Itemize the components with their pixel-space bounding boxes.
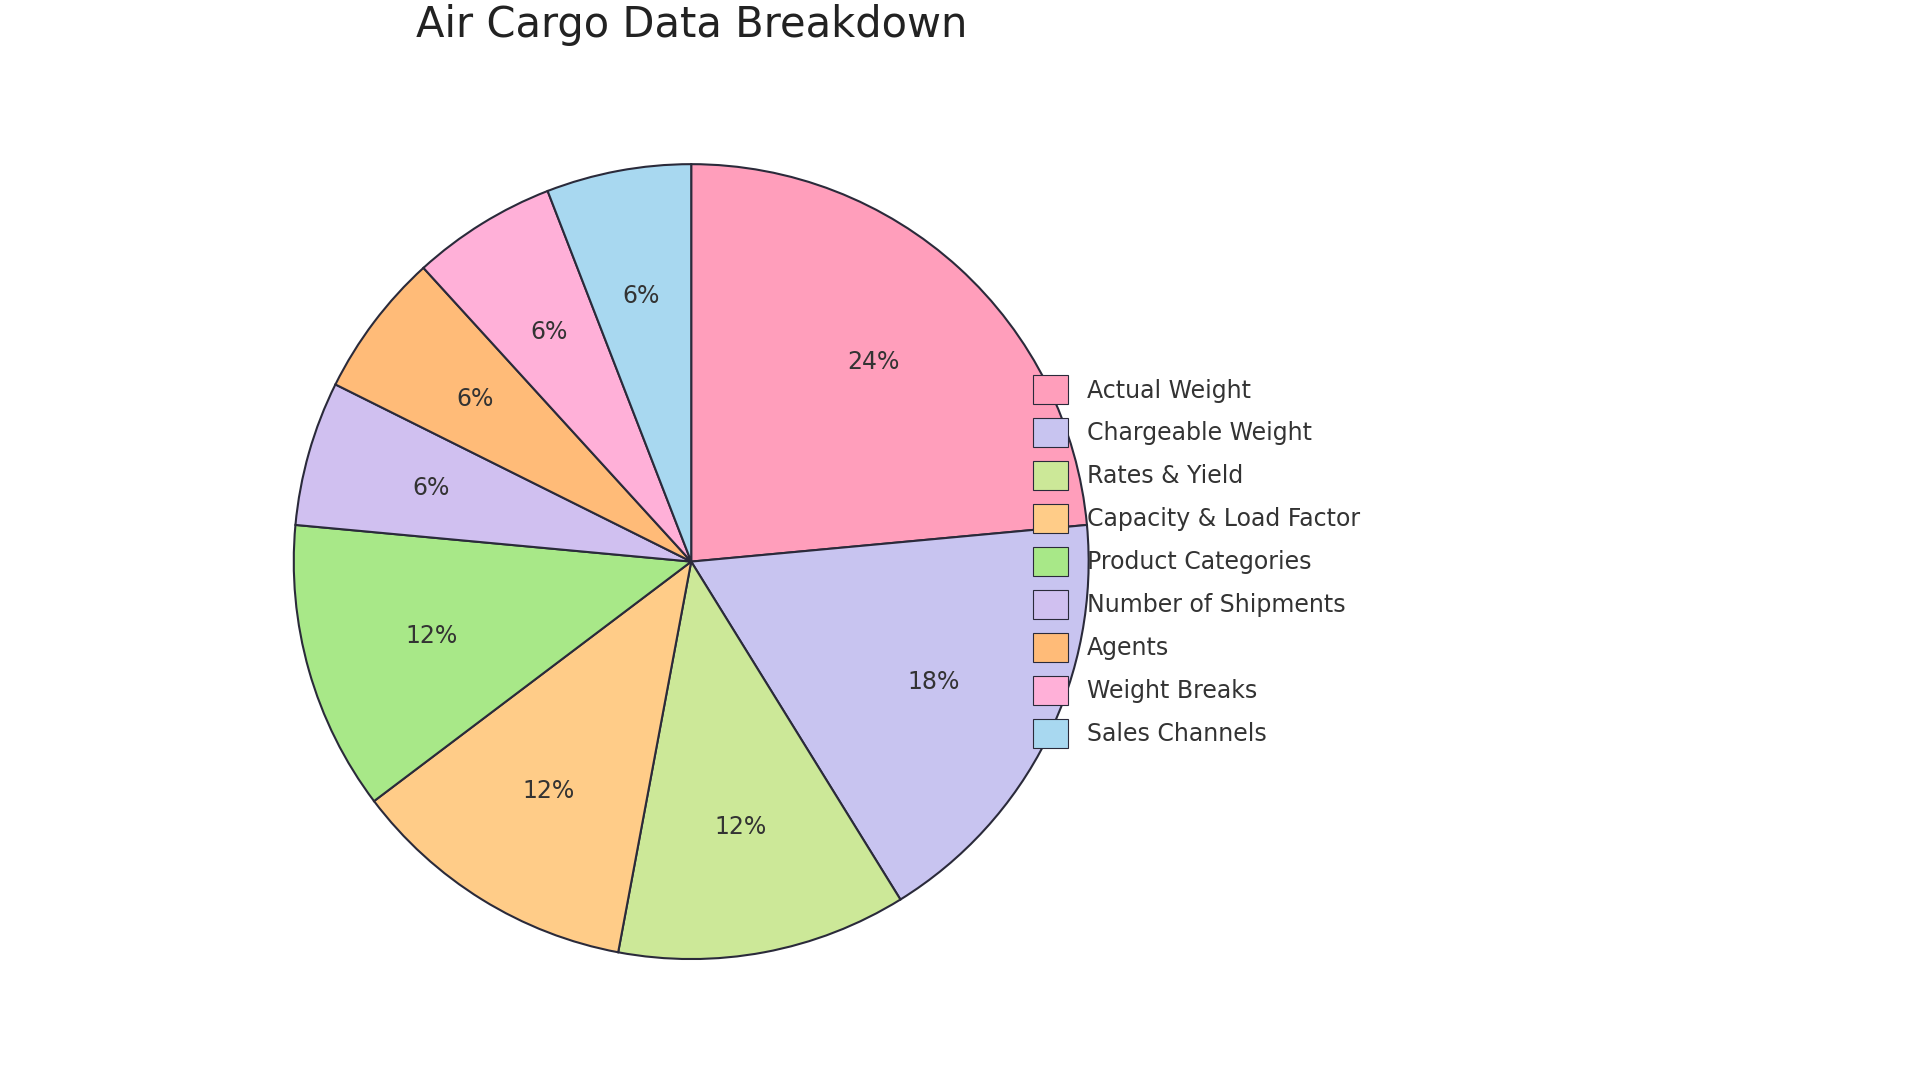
Wedge shape	[294, 525, 691, 801]
Wedge shape	[691, 525, 1089, 900]
Text: 6%: 6%	[413, 475, 449, 500]
Wedge shape	[618, 562, 900, 959]
Text: 12%: 12%	[714, 815, 766, 839]
Wedge shape	[374, 562, 691, 953]
Wedge shape	[336, 268, 691, 562]
Wedge shape	[296, 384, 691, 562]
Text: 6%: 6%	[457, 387, 493, 410]
Wedge shape	[691, 164, 1087, 562]
Text: 24%: 24%	[847, 350, 899, 374]
Text: 6%: 6%	[622, 284, 660, 308]
Text: 12%: 12%	[405, 623, 457, 648]
Legend: Actual Weight, Chargeable Weight, Rates & Yield, Capacity & Load Factor, Product: Actual Weight, Chargeable Weight, Rates …	[1021, 364, 1373, 759]
Wedge shape	[547, 164, 691, 562]
Wedge shape	[424, 191, 691, 562]
Text: 18%: 18%	[906, 670, 960, 694]
Text: 12%: 12%	[522, 780, 576, 804]
Title: Air Cargo Data Breakdown: Air Cargo Data Breakdown	[415, 4, 968, 46]
Text: 6%: 6%	[530, 320, 568, 343]
